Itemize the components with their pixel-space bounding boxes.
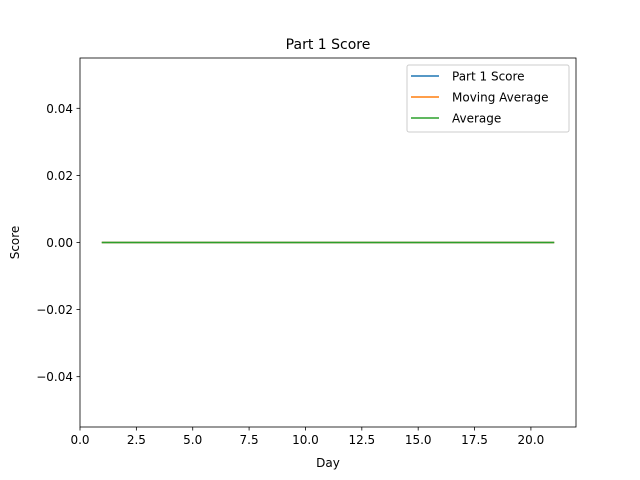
legend-entries: Part 1 Score Moving Average Average: [411, 70, 548, 126]
y-tick-label: 0.02: [46, 169, 73, 183]
y-tick-label: −0.02: [36, 303, 73, 317]
legend-label-part-1-score: Part 1 Score: [452, 70, 525, 84]
x-tick-label: 5.0: [183, 433, 202, 447]
legend: Part 1 Score Moving Average Average: [406, 64, 570, 133]
y-tick-label: 0.04: [46, 102, 73, 116]
x-tick-label: 2.5: [127, 433, 146, 447]
y-tick-label: 0.00: [46, 236, 73, 250]
x-tick-label: 0.0: [70, 433, 89, 447]
legend-label-average: Average: [452, 112, 501, 126]
legend-frame: [406, 64, 570, 133]
chart-title: Part 1 Score: [286, 37, 371, 53]
x-tick-label: 12.5: [348, 433, 375, 447]
x-axis-label: Day: [316, 456, 340, 470]
x-tick-label: 20.0: [518, 433, 545, 447]
legend-label-moving-average: Moving Average: [452, 91, 548, 105]
plot-frame: [79, 57, 577, 428]
x-axis-ticks: 0.0 2.5 5.0 7.5 10.0 12.5 15.0 17.5 20.0: [70, 427, 544, 447]
y-tick-label: −0.04: [36, 370, 73, 384]
y-axis-label: Score: [8, 226, 22, 260]
x-tick-label: 7.5: [240, 433, 259, 447]
x-tick-label: 10.0: [292, 433, 319, 447]
x-tick-label: 15.0: [405, 433, 432, 447]
x-tick-label: 17.5: [461, 433, 488, 447]
y-axis-ticks: −0.04 −0.02 0.00 0.02 0.04: [36, 102, 80, 384]
